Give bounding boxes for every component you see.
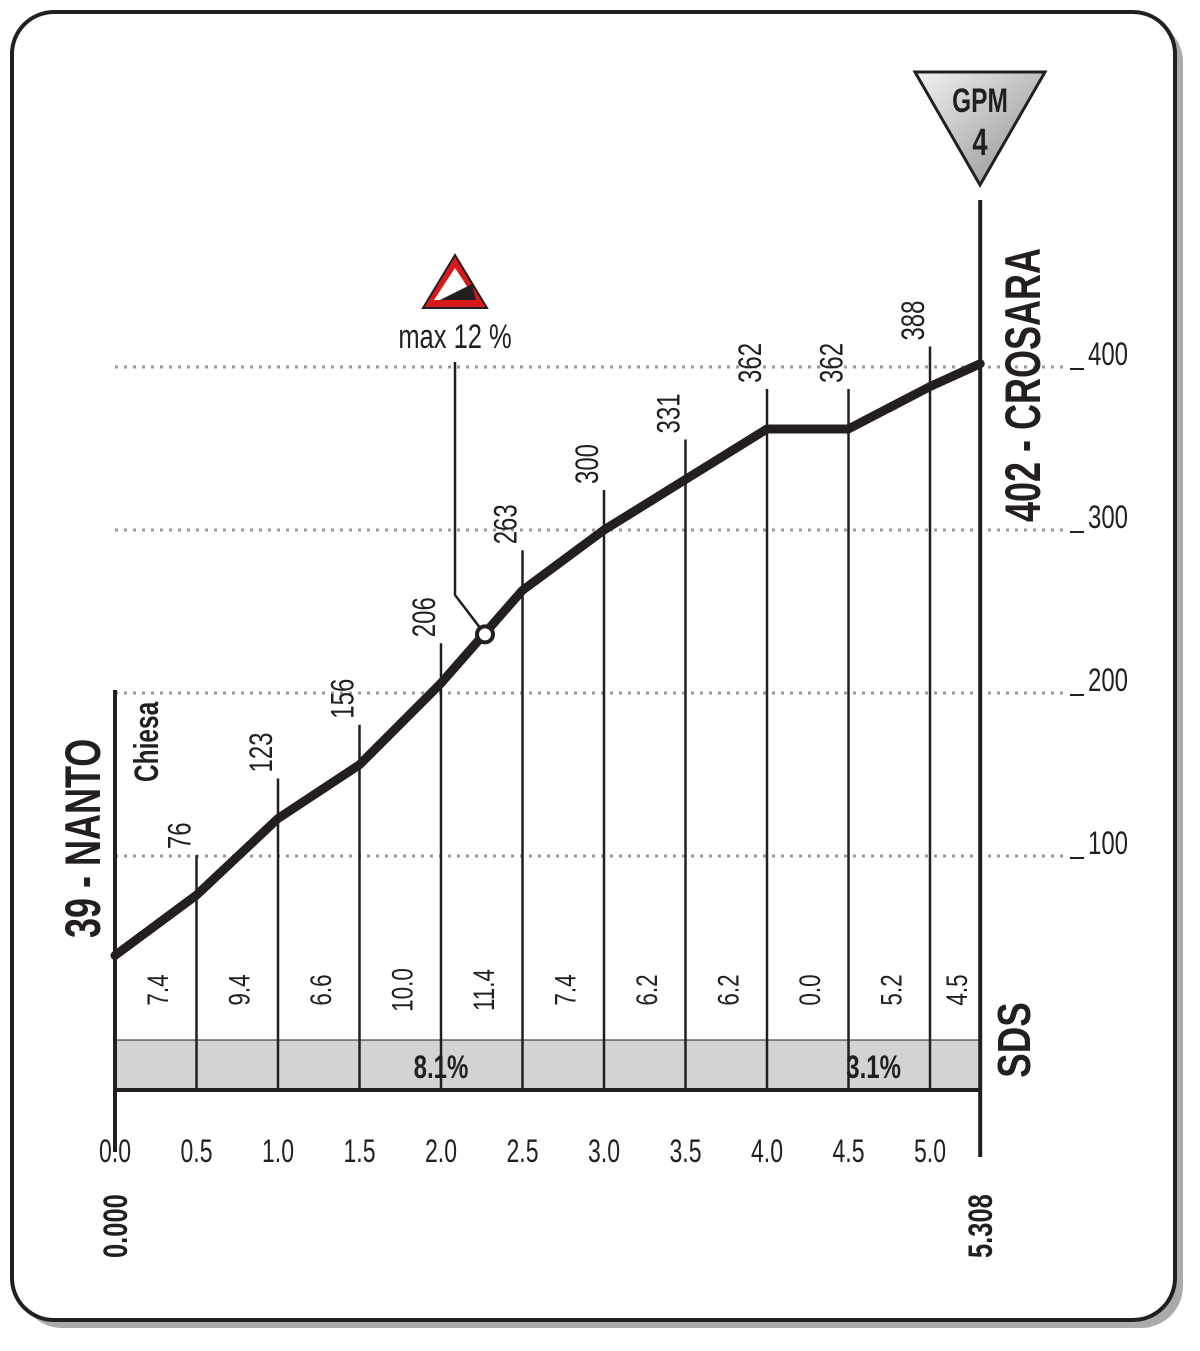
elevation-label: 362 xyxy=(813,343,849,383)
km-marker: 0.000 xyxy=(98,1194,135,1258)
landmark: Chiesa xyxy=(128,701,166,782)
annotation-point xyxy=(475,624,496,645)
x-tick-label: 4.5 xyxy=(832,1133,864,1169)
x-tick-label: 3.5 xyxy=(669,1133,701,1169)
summit-category: 4 xyxy=(972,122,988,164)
segment-gradient: 6.6 xyxy=(304,974,338,1005)
elevation-label: 76 xyxy=(161,822,197,849)
segment-gradient: 4.5 xyxy=(940,974,974,1005)
elevation-label: 388 xyxy=(895,301,931,341)
segment-gradient: 0.0 xyxy=(793,974,827,1005)
elevation-label: 263 xyxy=(487,504,523,544)
summit-label: GPM xyxy=(952,82,1008,120)
elevation-label: 156 xyxy=(324,679,360,719)
y-tick-label: 100 xyxy=(1088,825,1128,861)
end-label: 402 - CROSARA xyxy=(996,248,1051,522)
segment-gradient: 10.0 xyxy=(385,968,419,1012)
km-marker: 5.308 xyxy=(963,1194,1000,1258)
elevation-label: 331 xyxy=(650,393,686,433)
x-tick-label: 0.5 xyxy=(180,1133,212,1169)
segment-gradient: 9.4 xyxy=(222,974,256,1005)
segment-gradient: 7.4 xyxy=(548,974,582,1005)
gpm-badge xyxy=(912,70,1048,189)
y-tick-label: 400 xyxy=(1088,336,1128,372)
elevation-label: 206 xyxy=(406,597,442,637)
annotation-text: max 12 % xyxy=(398,319,511,356)
annotation-leader xyxy=(453,362,487,636)
warning-sign-slope xyxy=(440,284,476,300)
profile-line xyxy=(110,359,985,960)
x-tick-label: 0.0 xyxy=(99,1133,131,1169)
segment-gradient: 11.4 xyxy=(467,969,501,1011)
elevation-label: 123 xyxy=(243,732,279,772)
x-tick-label: 4.0 xyxy=(751,1133,783,1169)
segment-gradient: 7.4 xyxy=(141,974,175,1005)
start-label: 39 - NANTO xyxy=(56,739,111,938)
segment-gradient: 6.2 xyxy=(630,974,664,1005)
elevation-label: 300 xyxy=(569,444,605,484)
elevation-label: 362 xyxy=(732,343,768,383)
x-tick-label: 1.0 xyxy=(262,1133,294,1169)
x-tick-label: 2.0 xyxy=(425,1133,457,1169)
x-tick-label: 2.5 xyxy=(506,1133,538,1169)
panel xyxy=(10,10,1177,1322)
y-tick-label: 200 xyxy=(1088,662,1128,698)
segment-gradient: 5.2 xyxy=(874,974,908,1005)
y-tick-label: 300 xyxy=(1088,499,1128,535)
x-tick-label: 5.0 xyxy=(914,1133,946,1169)
x-tick-label: 1.5 xyxy=(343,1133,375,1169)
logo: SDS xyxy=(988,1002,1040,1078)
section-label: 3.1% xyxy=(846,1049,901,1085)
x-tick-label: 3.0 xyxy=(588,1133,620,1169)
gradient-section xyxy=(766,1039,981,1091)
segment-gradient: 6.2 xyxy=(711,974,745,1005)
